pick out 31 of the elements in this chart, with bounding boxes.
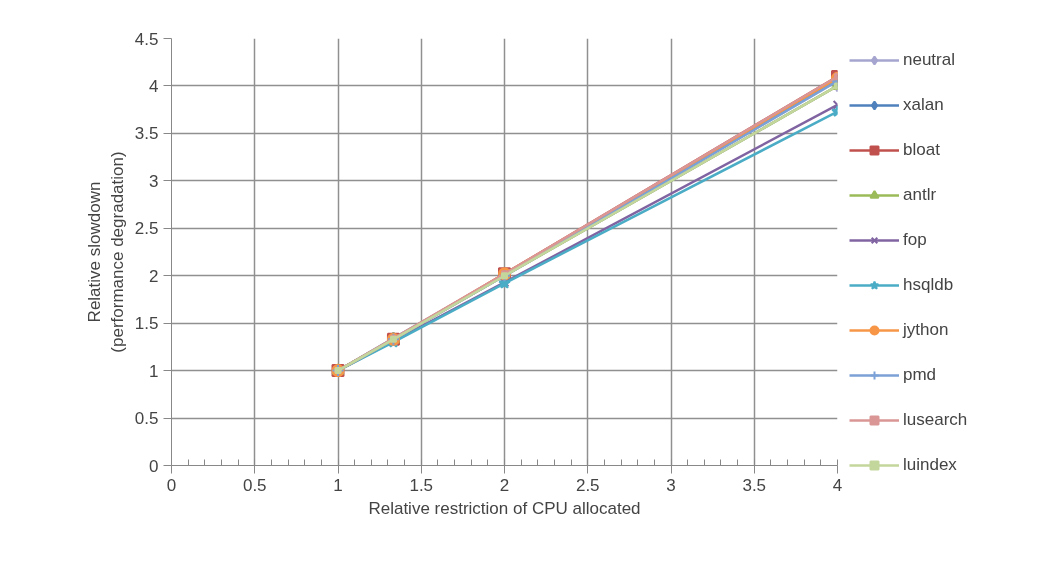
x-tick-label: 0.5 (242, 475, 267, 495)
legend-label: antlr (903, 185, 937, 205)
y-tick-label: 0 (149, 456, 159, 476)
legend-label: luindex (903, 455, 957, 475)
legend-label: neutral (903, 50, 955, 70)
x-axis-title: Relative restriction of CPU allocated (368, 498, 641, 518)
legend-label: xalan (903, 95, 944, 115)
legend-label: hsqldb (903, 275, 954, 295)
x-tick-label: 4 (832, 475, 843, 495)
legend-label: lusearch (903, 410, 968, 430)
y-tick-label: 3 (149, 171, 159, 191)
x-tick-label: 1 (333, 475, 343, 495)
y-tick-label: 2 (149, 266, 159, 286)
x-tick-label: 3.5 (742, 475, 767, 495)
x-tick-label: 2.5 (575, 475, 600, 495)
x-tick-label: 2 (499, 475, 510, 495)
x-tick-label: 3 (666, 475, 676, 495)
y-tick-label: 4.5 (134, 29, 159, 49)
y-tick-label: 2.5 (134, 219, 159, 239)
legend-label: fop (903, 230, 927, 250)
legend-label: jython (903, 320, 949, 340)
legend-label: pmd (903, 365, 937, 385)
y-axis-title: Relative slowdown (performance degradation) (85, 151, 127, 353)
y-tick-label: 0.5 (134, 409, 159, 429)
legend-label: bloat (903, 140, 940, 160)
x-tick-label: 1.5 (409, 475, 434, 495)
y-tick-label: 1 (149, 361, 159, 381)
x-tick-label: 0 (166, 475, 177, 495)
y-tick-label: 4 (149, 76, 159, 96)
y-tick-label: 3.5 (134, 124, 159, 144)
y-tick-label: 1.5 (134, 314, 159, 334)
